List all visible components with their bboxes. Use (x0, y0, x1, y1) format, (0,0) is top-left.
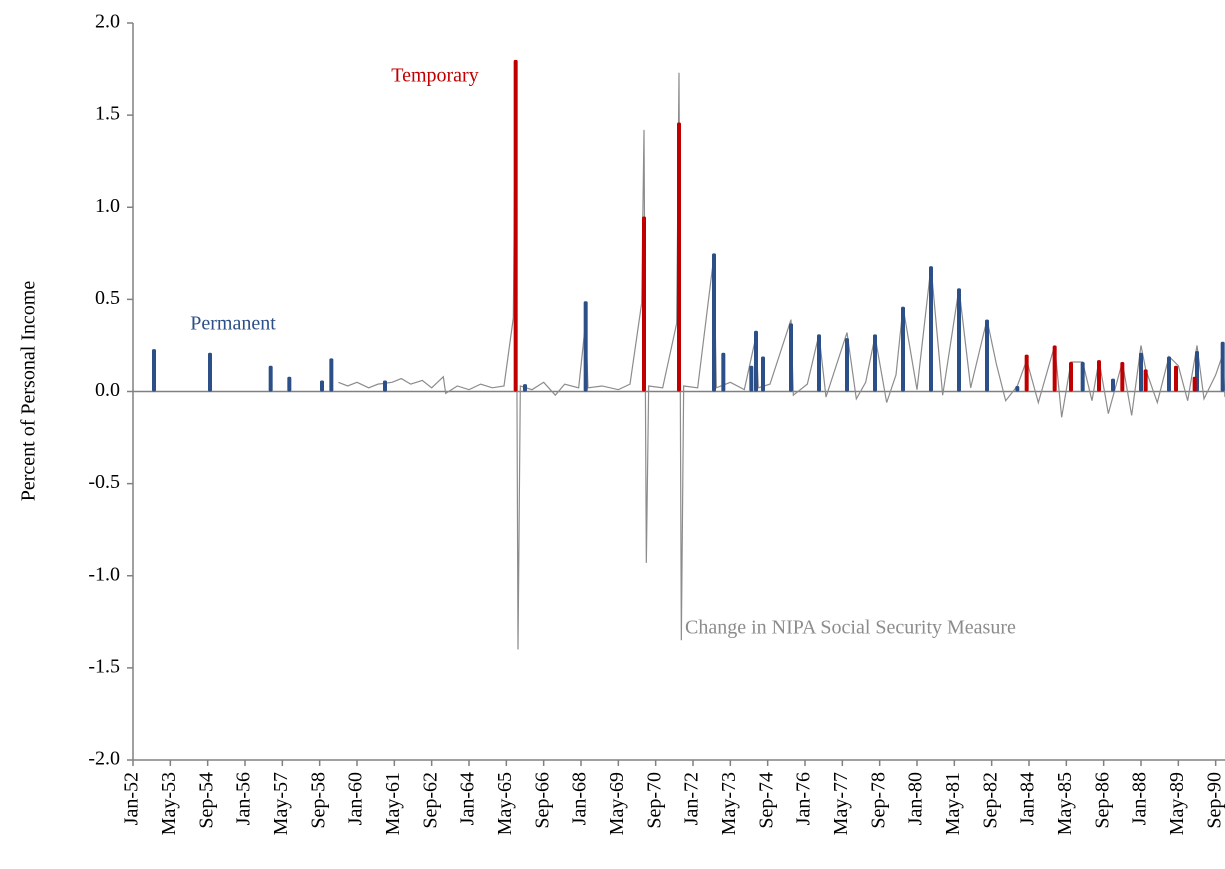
x-tick-label: Jan-64 (457, 772, 479, 825)
bar (1024, 354, 1029, 392)
x-tick-label: Sep-86 (1091, 772, 1113, 829)
bar (901, 306, 905, 392)
bar (712, 253, 716, 392)
x-tick-label: Sep-90 (1203, 772, 1225, 829)
bar (1052, 345, 1057, 392)
bar (1139, 352, 1143, 392)
x-tick-label: May-57 (270, 772, 292, 835)
x-tick-label: Sep-58 (307, 772, 329, 829)
bar (513, 59, 518, 392)
series-line (338, 72, 1225, 650)
x-tick-label: Jan-76 (793, 772, 815, 825)
y-tick-label: 0.0 (95, 379, 120, 401)
x-tick-label: May-81 (942, 772, 964, 835)
bar (287, 376, 292, 392)
x-tick-label: Jan-68 (569, 772, 591, 825)
x-tick-label: Sep-54 (195, 772, 217, 829)
y-tick-label: -1.0 (88, 563, 120, 585)
x-tick-label: Jan-60 (345, 772, 367, 825)
bar (677, 122, 681, 392)
x-tick-label: May-85 (1054, 772, 1076, 835)
bar (817, 334, 821, 392)
bar (754, 330, 758, 392)
x-tick-label: May-53 (158, 772, 180, 835)
x-tick-label: Sep-62 (419, 772, 441, 829)
series-annotation: Change in NIPA Social Security Measure (685, 617, 1016, 639)
series-annotation: Permanent (190, 313, 276, 335)
y-tick-label: -1.5 (88, 655, 120, 677)
y-tick-label: 2.0 (95, 11, 120, 33)
y-tick-label: -0.5 (88, 471, 120, 493)
bar (1143, 369, 1148, 392)
bar (1220, 341, 1225, 392)
y-tick-label: 0.5 (95, 287, 120, 309)
bar (152, 349, 156, 392)
x-tick-label: May-61 (382, 772, 404, 835)
bar (929, 266, 933, 392)
bar (208, 352, 212, 392)
x-tick-label: Sep-74 (755, 772, 777, 829)
y-axis-label: Percent of Personal Income (18, 281, 40, 502)
x-tick-label: May-89 (1166, 772, 1188, 835)
y-tick-label: -2.0 (88, 748, 120, 770)
x-tick-label: May-73 (718, 772, 740, 835)
bar (1174, 365, 1178, 392)
x-tick-label: Sep-66 (531, 772, 553, 829)
bar (1015, 385, 1020, 392)
x-tick-label: May-77 (830, 772, 852, 835)
bar (873, 334, 877, 392)
bar (642, 216, 646, 392)
x-tick-label: Jan-72 (681, 772, 703, 825)
x-tick-label: Sep-78 (867, 772, 889, 829)
x-tick-label: Sep-82 (979, 772, 1001, 829)
x-tick-label: Jan-88 (1129, 772, 1151, 825)
bar (1069, 362, 1073, 392)
bar (761, 356, 765, 392)
bar (583, 301, 588, 392)
y-tick-label: 1.0 (95, 195, 120, 217)
bar (1111, 378, 1115, 392)
x-tick-label: Jan-80 (905, 772, 927, 825)
bar (721, 352, 726, 392)
x-tick-label: Jan-56 (233, 772, 255, 825)
bar (320, 380, 324, 392)
x-tick-label: Sep-70 (643, 772, 665, 829)
x-tick-label: May-65 (494, 772, 516, 835)
series-annotation: Temporary (391, 65, 478, 87)
bar (957, 288, 961, 392)
bar (1167, 356, 1171, 392)
bar (1097, 360, 1101, 392)
bar (985, 319, 989, 392)
bar (1120, 362, 1125, 392)
x-tick-label: Jan-52 (121, 772, 143, 825)
bar (268, 365, 273, 392)
bar (845, 338, 849, 392)
bar (1080, 362, 1085, 392)
bar (789, 323, 793, 392)
bar (523, 384, 527, 392)
bar (383, 380, 387, 392)
x-tick-label: May-69 (606, 772, 628, 835)
bar (1192, 376, 1197, 392)
y-tick-label: 1.5 (95, 103, 120, 125)
bar (749, 365, 754, 392)
x-tick-label: Jan-84 (1017, 772, 1039, 825)
bar (329, 358, 334, 392)
